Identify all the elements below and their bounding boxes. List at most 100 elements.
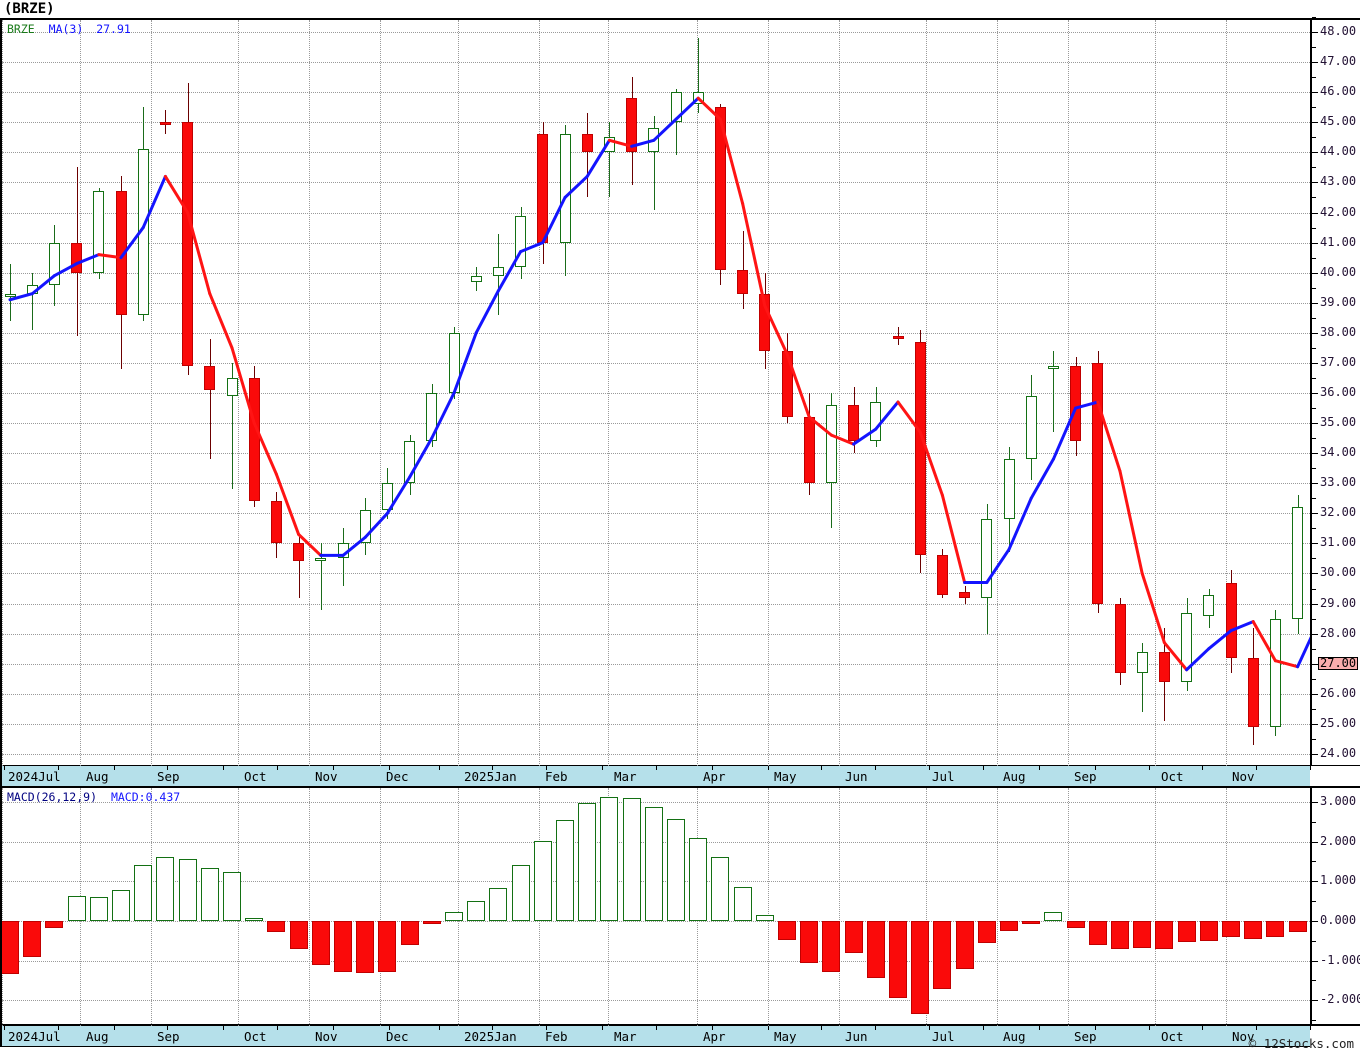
date-tick	[1256, 1026, 1257, 1030]
candle-down	[582, 134, 593, 153]
price-gridline	[2, 393, 1310, 394]
macd-tick-minor	[1312, 901, 1316, 903]
price-tick-minor	[1312, 107, 1316, 109]
date-axis-label: Nov	[1232, 769, 1255, 784]
candle-down	[116, 191, 127, 315]
date-tick	[602, 1026, 603, 1030]
price-axis-label: 35.00	[1320, 415, 1357, 430]
macd-date-gridline	[926, 788, 927, 1026]
candle-up	[382, 483, 393, 511]
macd-bar-negative	[45, 920, 63, 928]
date-axis-price: 2024Jul Aug Sep Oct Nov Dec 2025Jan Feb Mar Apr Ma…	[0, 766, 1311, 787]
candle-up	[560, 134, 571, 243]
date-axis-label: Apr	[703, 769, 726, 784]
ma3-segment	[1029, 457, 1055, 500]
candle-up	[360, 510, 371, 544]
price-axis-label: 36.00	[1320, 385, 1357, 399]
macd-bar-negative	[867, 920, 885, 979]
date-axis-label: Sep	[157, 769, 180, 784]
macd-bar-negative	[1244, 920, 1262, 940]
candle-down	[160, 122, 171, 126]
macd-bar-positive	[578, 803, 596, 921]
price-gridline	[2, 483, 1310, 485]
date-tick	[167, 1026, 168, 1030]
macd-bar-negative	[800, 920, 818, 963]
price-gridline	[2, 92, 1310, 94]
date-gridline	[539, 20, 540, 766]
price-tick	[1312, 92, 1318, 94]
macd-bar-positive	[245, 917, 263, 921]
price-gridline	[2, 573, 1310, 575]
macd-bar-positive	[68, 896, 86, 921]
candle-up	[671, 92, 682, 123]
ma3-segment	[1118, 469, 1144, 575]
macd-tick	[1312, 801, 1318, 803]
price-axis-label: 43.00	[1320, 174, 1357, 189]
date-gridline	[1068, 20, 1069, 766]
macd-axis-label: 2.000	[1320, 833, 1357, 848]
candle-wick	[654, 116, 655, 210]
candle-up	[449, 332, 460, 393]
price-tick	[1312, 152, 1318, 154]
price-chart-panel[interactable]: BRZE MA(3) 27.91	[0, 18, 1310, 766]
price-tick	[1312, 693, 1318, 695]
candle-down	[959, 591, 970, 598]
price-tick	[1312, 212, 1318, 214]
candle-up	[693, 92, 704, 105]
macd-date-gridline	[2, 788, 3, 1026]
candle-up	[1048, 365, 1059, 369]
date-axis-label: 2025Jan	[464, 1029, 517, 1044]
candle-up	[1181, 612, 1192, 682]
candle-up	[1026, 396, 1037, 460]
candle-up	[93, 191, 104, 273]
date-tick	[333, 766, 334, 770]
date-axis-macd: 2024Jul Aug Sep Oct Nov Dec 2025Jan Feb Mar Apr Ma…	[0, 1026, 1311, 1047]
price-gridline	[2, 62, 1310, 64]
price-axis-label: 42.00	[1320, 204, 1357, 219]
macd-bar-positive	[179, 859, 197, 921]
price-tick-minor	[1312, 197, 1316, 199]
price-gridline	[2, 362, 1310, 364]
macd-bar-positive	[645, 806, 663, 921]
candle-up	[49, 242, 60, 285]
candle-down	[804, 417, 815, 484]
price-tick	[1312, 122, 1318, 124]
macd-chart-panel[interactable]: MACD(26,12,9) MACD:0.437	[0, 786, 1310, 1026]
date-axis-label: Feb	[545, 1029, 568, 1044]
price-tick	[1312, 393, 1318, 394]
price-axis-label: 44.00	[1320, 144, 1357, 159]
candle-wick	[32, 272, 33, 330]
date-gridline	[926, 20, 927, 766]
price-axis-label: 25.00	[1320, 715, 1357, 730]
candle-wick	[1142, 642, 1143, 712]
date-tick	[1256, 766, 1257, 770]
price-tick-minor	[1312, 528, 1316, 530]
date-axis-label: Aug	[1003, 769, 1026, 784]
date-axis-label: Mar	[614, 769, 637, 784]
price-axis-label: 28.00	[1320, 625, 1357, 640]
price-gridline	[2, 272, 1310, 274]
date-tick	[439, 1026, 440, 1030]
price-gridline	[2, 753, 1310, 755]
candle-down	[249, 377, 260, 502]
macd-gridline	[2, 1000, 1310, 1002]
price-axis-label: 48.00	[1320, 24, 1357, 39]
macd-bar-negative	[1178, 920, 1196, 942]
price-axis-label: 40.00	[1320, 264, 1357, 279]
date-axis-label: Sep	[1074, 769, 1097, 784]
date-tick	[1149, 1026, 1150, 1030]
price-tick-minor	[1312, 257, 1316, 259]
legend-symbol: BRZE	[7, 22, 35, 36]
candle-down	[293, 543, 304, 562]
date-tick	[546, 1026, 547, 1030]
date-axis-label: Oct	[1161, 769, 1184, 784]
date-gridline	[238, 20, 239, 766]
date-tick	[768, 1026, 769, 1030]
price-gridline	[2, 152, 1310, 154]
legend-macd-indicator: MACD(26,12,9)	[7, 790, 98, 804]
date-axis-label: Jun	[845, 769, 868, 784]
date-gridline	[80, 20, 81, 766]
price-gridline	[2, 423, 1310, 425]
date-tick	[277, 1026, 278, 1030]
candle-wick	[210, 338, 211, 460]
